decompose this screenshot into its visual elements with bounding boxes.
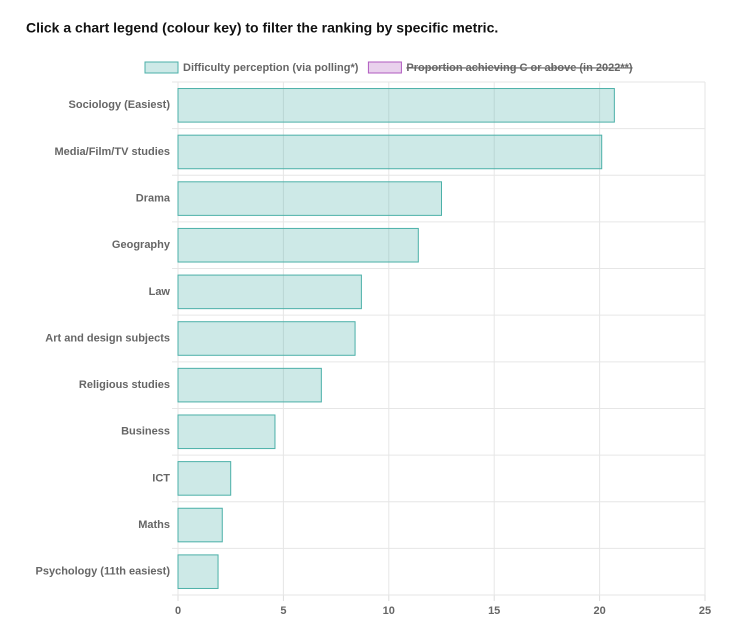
y-tick-label: Psychology (11th easiest): [36, 566, 171, 578]
y-tick-label: Religious studies: [79, 379, 170, 391]
legend-label[interactable]: Difficulty perception (via polling*): [183, 62, 359, 74]
x-tick-label: 10: [383, 605, 395, 617]
x-tick-label: 0: [175, 605, 181, 617]
y-tick-label: Law: [149, 286, 171, 298]
bar: [177, 461, 232, 496]
x-tick-label: 20: [593, 605, 605, 617]
bar: [177, 274, 362, 310]
x-tick-label: 5: [280, 605, 286, 617]
bar: [177, 134, 603, 170]
bar: [177, 507, 223, 543]
y-tick-label: Geography: [112, 239, 171, 251]
legend-swatch[interactable]: [367, 61, 402, 74]
y-tick-label: Sociology (Easiest): [69, 99, 171, 111]
bar: [177, 414, 276, 450]
bar: [177, 321, 356, 356]
instruction: Click a chart legend (colour key) to fil…: [26, 20, 498, 36]
y-tick-label: ICT: [152, 472, 170, 484]
bar: [177, 181, 442, 216]
legend-swatch[interactable]: [144, 61, 179, 74]
y-tick-label: Maths: [138, 519, 170, 531]
y-tick-label: Media/Film/TV studies: [54, 146, 170, 158]
y-tick-label: Art and design subjects: [45, 332, 170, 344]
y-tick-label: Drama: [136, 192, 171, 204]
bar: [177, 227, 419, 263]
x-tick-label: 15: [488, 605, 500, 617]
y-tick-label: Business: [121, 426, 170, 438]
bar: [177, 88, 615, 123]
x-tick-label: 25: [699, 605, 711, 617]
bar: [177, 554, 219, 589]
bar: [177, 367, 322, 403]
